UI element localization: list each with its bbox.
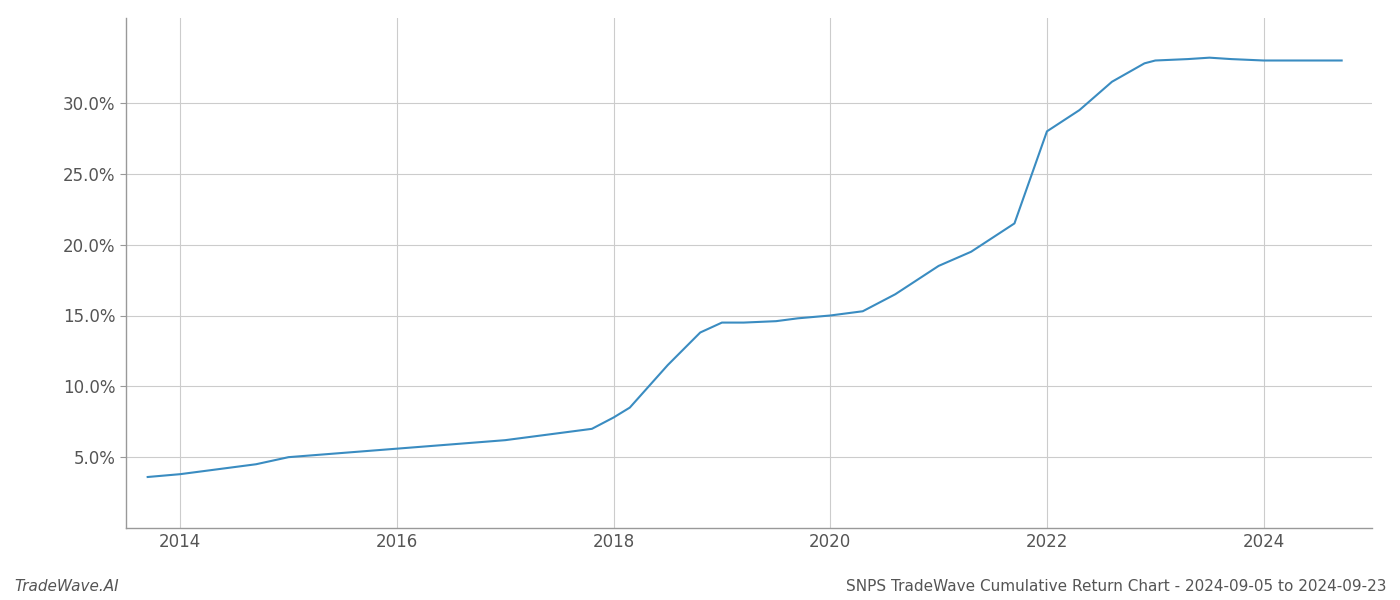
Text: TradeWave.AI: TradeWave.AI [14,579,119,594]
Text: SNPS TradeWave Cumulative Return Chart - 2024-09-05 to 2024-09-23: SNPS TradeWave Cumulative Return Chart -… [846,579,1386,594]
